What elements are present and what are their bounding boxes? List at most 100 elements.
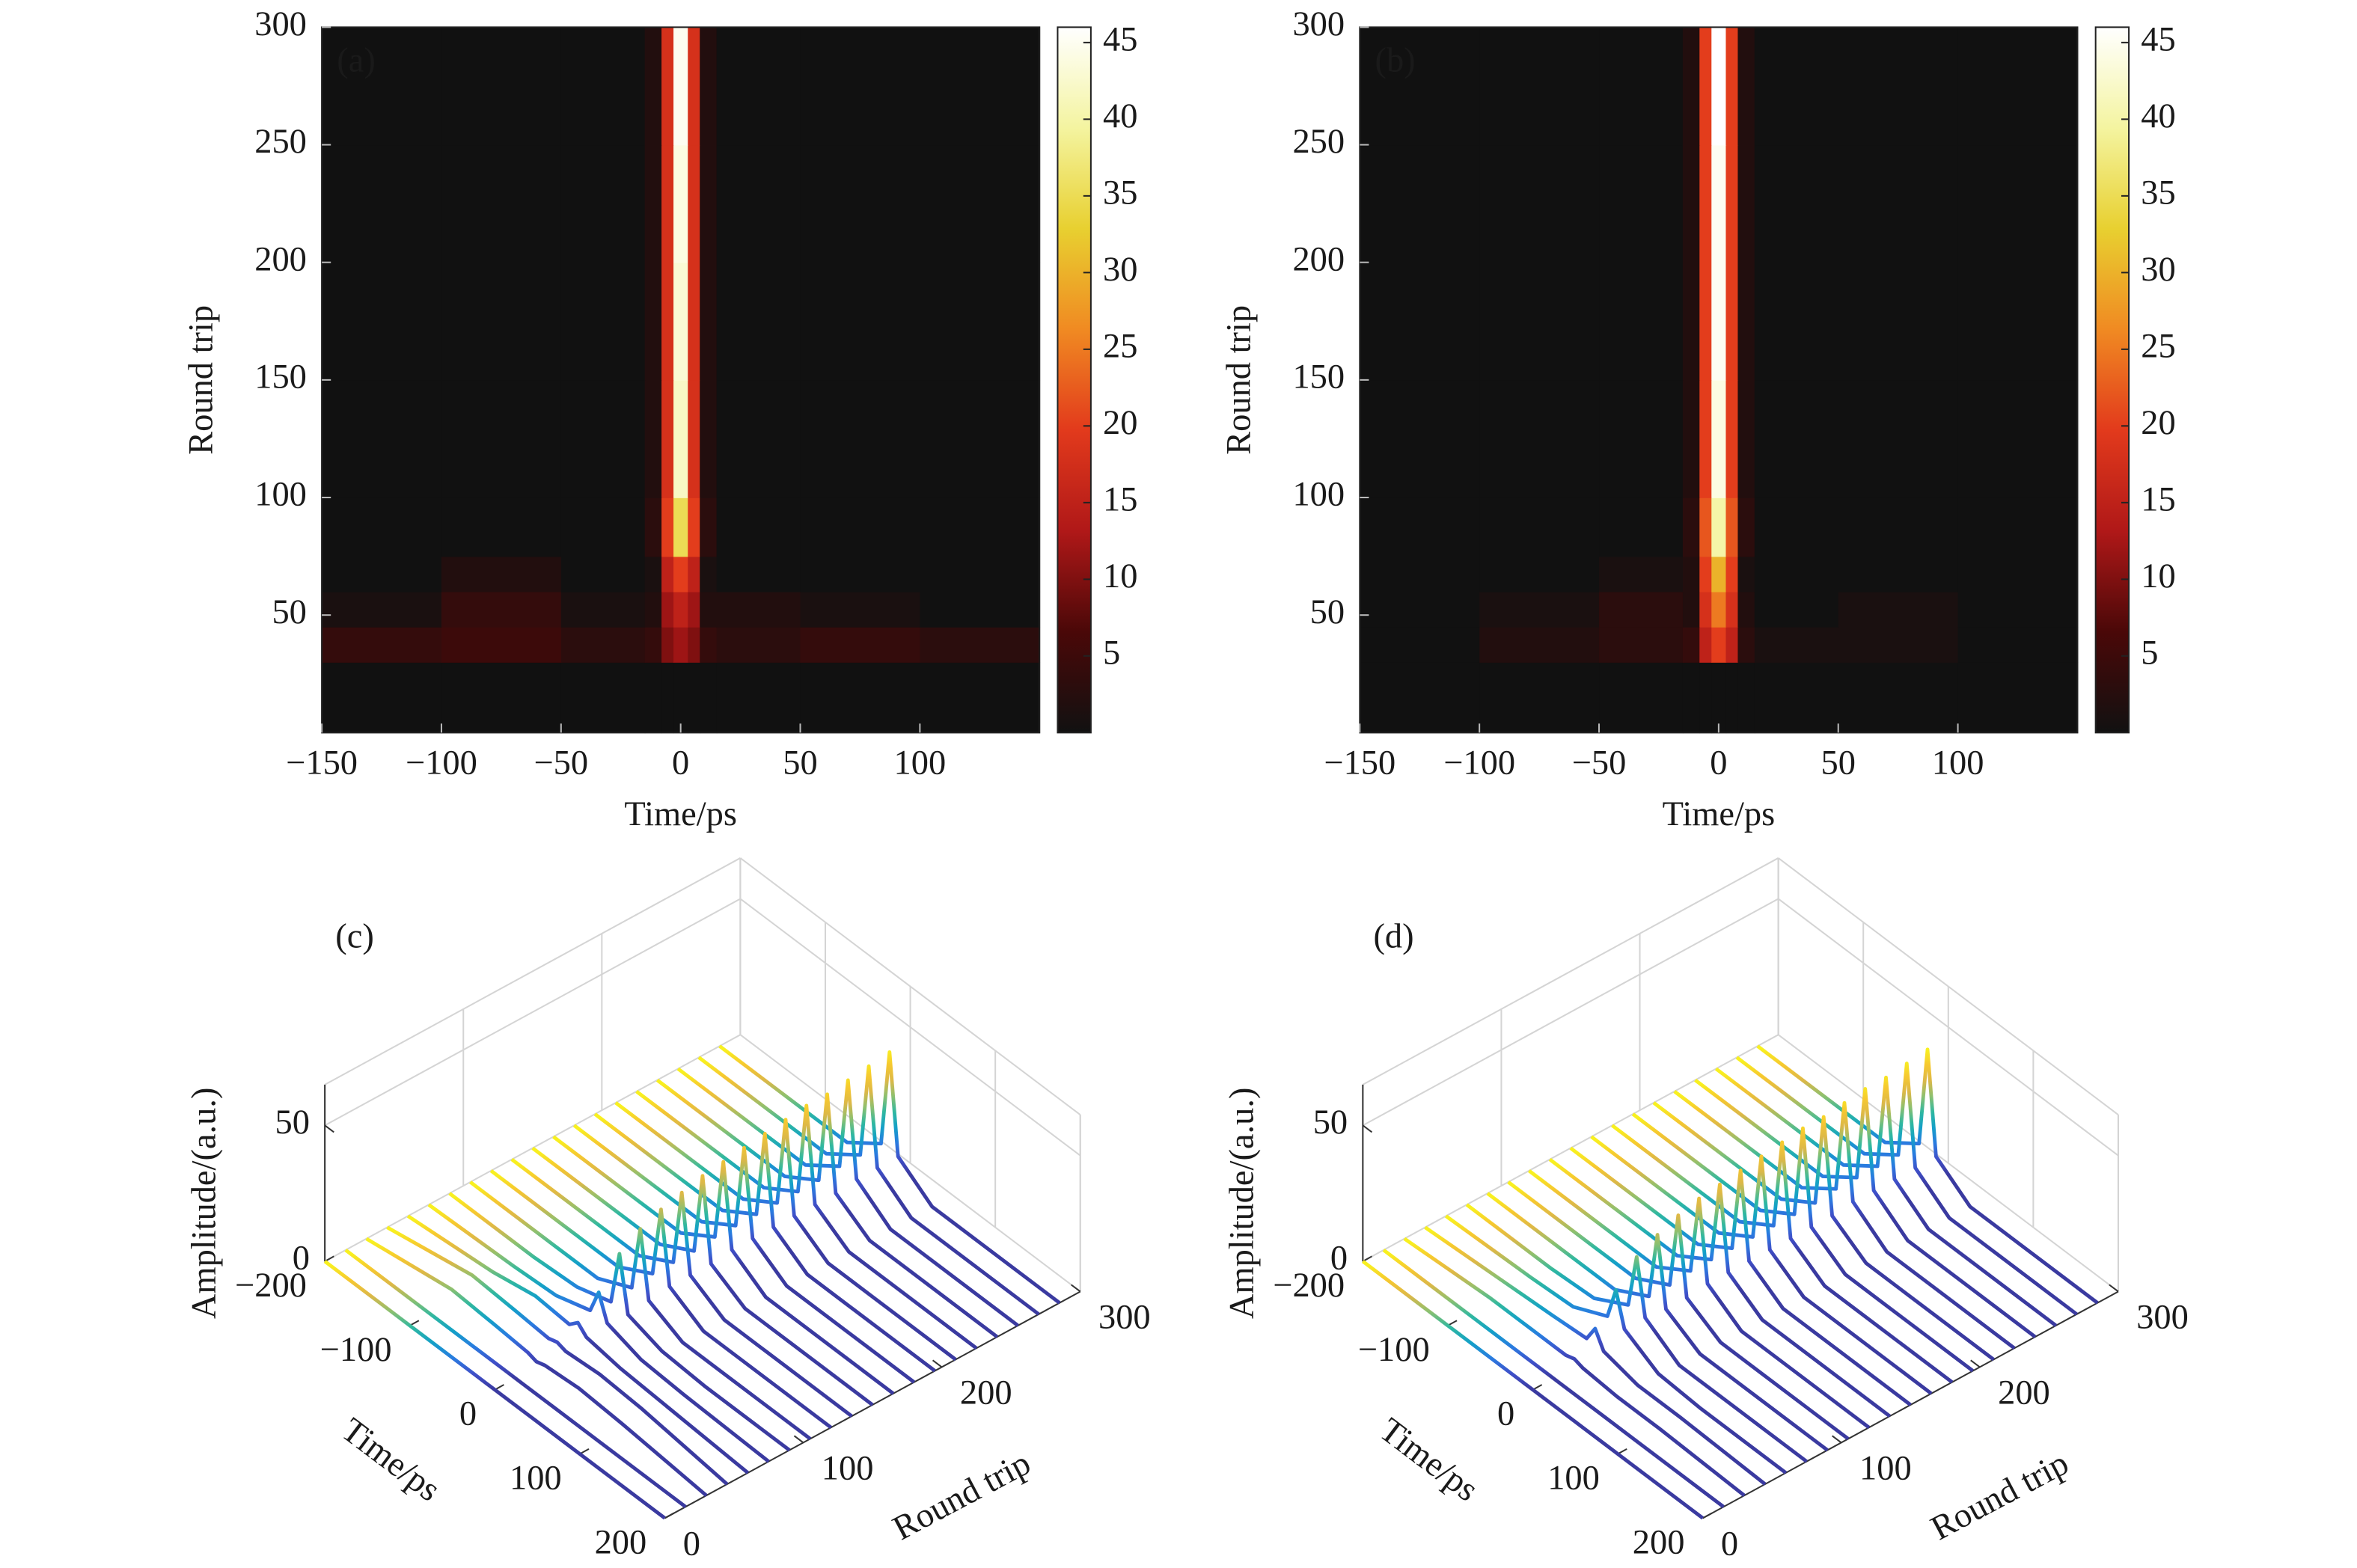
trace — [1631, 1112, 1975, 1373]
x-axis-label: Time/ps — [624, 795, 737, 833]
heatmap-cell — [1699, 556, 1713, 592]
panel-label: (c) — [335, 918, 374, 956]
heatmap-cell — [1479, 27, 1600, 146]
heatmap-cell — [560, 662, 646, 734]
x-tick-label: −100 — [1358, 1331, 1430, 1369]
heatmap-cell — [700, 591, 718, 628]
heatmap-cell — [920, 379, 1041, 498]
heatmap-cell — [1479, 144, 1600, 263]
heatmap-cell — [1838, 626, 1959, 663]
y-tick-label: 300 — [254, 5, 307, 43]
heatmap-cell — [716, 626, 801, 663]
heatmap-cell — [920, 626, 1041, 663]
heatmap-cell — [1725, 591, 1739, 628]
y-tick-label: 200 — [1292, 240, 1345, 278]
heatmap-cell — [1737, 497, 1755, 557]
heatmap-cell — [1682, 556, 1701, 592]
heatmap-cell — [716, 144, 801, 263]
heatmap-cell — [716, 379, 801, 498]
x-tick-label: −100 — [1443, 744, 1515, 782]
heatmap-cell — [644, 27, 662, 146]
trace — [489, 1169, 833, 1430]
y-tick-label: 200 — [254, 240, 307, 278]
heatmap-cell — [673, 262, 689, 381]
y-tick-label: 300 — [2136, 1298, 2189, 1336]
heatmap-cell — [920, 27, 1041, 146]
trace — [510, 1157, 853, 1418]
heatmap-cell — [1957, 27, 2079, 146]
heatmap-cell — [700, 626, 718, 663]
trace — [1714, 1067, 2058, 1327]
colorbar-tick-label: 30 — [1103, 251, 1137, 289]
heatmap-cell — [661, 591, 674, 628]
heatmap-cell — [700, 662, 718, 734]
heatmap-cell — [1725, 662, 1739, 734]
x-tick-label: 100 — [894, 744, 947, 782]
colorbar-tick-label: 10 — [2141, 557, 2175, 595]
heatmap-cell — [800, 144, 921, 263]
z-tick — [1362, 1124, 1373, 1133]
heatmap-cell — [661, 262, 674, 381]
heatmap-cell — [1360, 27, 1480, 146]
heatmap-cell — [700, 27, 718, 146]
heatmap-cell — [1957, 144, 2079, 263]
heatmap-cell — [688, 662, 701, 734]
heatmap-cell — [441, 262, 562, 381]
heatmap-cell — [1711, 262, 1727, 381]
x-axis-label: Time/ps — [1663, 795, 1776, 833]
heatmap-cell — [1599, 591, 1684, 628]
x-tick — [1702, 1512, 1713, 1519]
trace — [1507, 1180, 1850, 1441]
heatmap-cell — [644, 497, 662, 557]
trace — [1673, 1089, 2016, 1350]
heatmap-cell — [1711, 626, 1727, 663]
heatmap-cell — [716, 662, 801, 734]
heatmap-cell — [1754, 144, 1839, 263]
heatmap-cell — [1754, 662, 1839, 734]
heatmap-cell — [560, 497, 646, 557]
heatmap-cell — [560, 144, 646, 263]
trace — [448, 1192, 791, 1452]
heatmap-cell — [1599, 556, 1684, 592]
heatmap-cell — [1838, 497, 1959, 557]
heatmap-cell — [661, 626, 674, 663]
trace — [1694, 1078, 2037, 1338]
colorbar-tick-label: 40 — [1103, 97, 1137, 135]
box-edge — [324, 857, 741, 1085]
trace — [635, 1089, 978, 1350]
x-tick-label: −150 — [1324, 744, 1395, 782]
heatmap-cell — [800, 626, 921, 663]
z-tick-label: 50 — [1313, 1103, 1348, 1142]
x-tick-label: 200 — [595, 1523, 647, 1561]
heatmap-cell — [644, 591, 662, 628]
y-tick-label: 50 — [1310, 593, 1345, 631]
colorbar-tick-label: 35 — [1103, 174, 1137, 212]
colorbar-tick-label: 45 — [2141, 21, 2175, 59]
heatmap-cell — [673, 591, 689, 628]
heatmap-cell — [688, 626, 701, 663]
heatmap-cell — [1599, 497, 1684, 557]
heatmap-cell — [1957, 662, 2079, 734]
heatmap-cell — [1479, 379, 1600, 498]
heatmap-cell — [1957, 556, 2079, 592]
heatmap-cell — [700, 144, 718, 263]
heatmap-cell — [1699, 591, 1713, 628]
heatmap-cell — [1711, 497, 1727, 557]
y-tick — [1832, 1435, 1842, 1444]
heatmap-cell — [1699, 497, 1713, 557]
y-tick-label: 100 — [1292, 476, 1345, 514]
colorbar-tick-label: 35 — [2141, 174, 2175, 212]
heatmap-cell — [560, 379, 646, 498]
trace — [1756, 1044, 2099, 1305]
heatmap-cell — [1682, 591, 1701, 628]
colorbar-tick-label: 30 — [2141, 251, 2175, 289]
trace — [718, 1044, 1061, 1305]
heatmap-cell — [800, 497, 921, 557]
trace — [427, 1203, 770, 1463]
heatmap-cell — [1699, 27, 1713, 146]
colorbar — [1057, 26, 1092, 734]
y-tick-label: 50 — [272, 593, 306, 631]
trace — [386, 1225, 729, 1486]
heatmap-cell — [1725, 379, 1739, 498]
